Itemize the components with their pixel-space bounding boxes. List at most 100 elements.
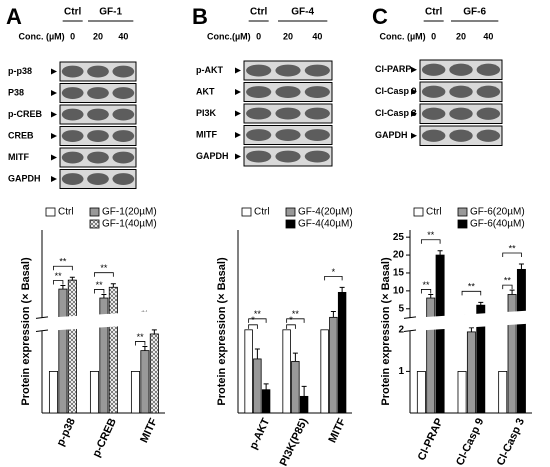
sig-bracket xyxy=(248,324,258,329)
legend-swatch xyxy=(285,219,296,229)
blot-band xyxy=(87,87,109,99)
legend-swatch xyxy=(285,207,296,217)
legend-swatch xyxy=(89,219,100,229)
row-arrow xyxy=(411,88,417,95)
row-label: P38 xyxy=(8,87,24,97)
error-bar xyxy=(509,289,515,295)
panel-letter: A xyxy=(6,4,22,29)
row-label: MITF xyxy=(8,152,29,162)
blot-band xyxy=(304,129,330,141)
row-label: MITF xyxy=(196,129,217,139)
blot-band xyxy=(304,150,330,163)
sig-label: * xyxy=(332,267,336,277)
lane-label: 20 xyxy=(283,31,293,41)
axis-break-mark xyxy=(35,329,49,332)
sig-bracket xyxy=(286,324,296,329)
row-label: GAPDH xyxy=(375,130,408,140)
blot-band xyxy=(476,63,501,76)
blot-band xyxy=(112,173,135,185)
row-arrow xyxy=(235,67,241,74)
lane-label: 20 xyxy=(456,31,466,41)
y-tick-label: 5 xyxy=(398,303,404,314)
axis-break xyxy=(404,310,532,332)
blot-band xyxy=(87,173,109,185)
blot-band xyxy=(275,129,301,141)
row-label: AKT xyxy=(196,86,215,96)
legend-swatch xyxy=(457,219,468,229)
blot-band xyxy=(421,129,446,142)
group-label: GF-1 xyxy=(99,7,122,18)
legend-swatch xyxy=(89,207,100,217)
blot-band xyxy=(304,86,330,98)
conc-label: Conc. (µM) xyxy=(18,31,64,41)
blot-band xyxy=(112,65,135,78)
blot-band xyxy=(275,150,301,163)
conc-label: Conc.(µM) xyxy=(207,31,251,41)
legend-swatch xyxy=(457,207,468,217)
bar xyxy=(320,329,329,414)
blot-band xyxy=(246,64,272,77)
blot-band xyxy=(87,151,109,164)
bar xyxy=(149,333,159,414)
blot-band xyxy=(61,108,84,121)
error-bar xyxy=(330,311,336,318)
sig-label: ** xyxy=(509,243,517,253)
bar xyxy=(498,371,508,414)
error-bar xyxy=(518,263,524,270)
bar xyxy=(253,358,262,414)
row-arrow xyxy=(51,176,57,182)
blot-band xyxy=(421,63,446,76)
bar xyxy=(67,279,77,414)
lane-label: 40 xyxy=(118,31,128,41)
bar xyxy=(140,350,150,414)
panel-letter: B xyxy=(192,4,208,29)
row-label: PI3K xyxy=(196,108,217,118)
sig-label: ** xyxy=(59,257,67,267)
blot-band xyxy=(61,87,84,99)
blot-band xyxy=(112,151,135,164)
legend-label: GF-6(20µM) xyxy=(470,207,525,218)
sig-label: ** xyxy=(55,271,63,281)
y-tick-label: 10 xyxy=(393,286,405,297)
lane-label: 40 xyxy=(483,31,493,41)
group-label: Ctrl xyxy=(64,7,81,18)
blot-band xyxy=(246,129,272,141)
bar xyxy=(457,371,467,414)
row-label: Cl-Casp 9 xyxy=(375,86,417,96)
axis-break xyxy=(36,310,165,332)
error-bar xyxy=(60,284,66,290)
sig-bracket xyxy=(53,265,73,271)
error-bar xyxy=(428,293,434,299)
row-label: p-p38 xyxy=(8,66,32,76)
y-tick-label: 1 xyxy=(398,366,404,377)
blot-band xyxy=(449,129,473,142)
lane-label: 20 xyxy=(93,31,103,41)
bar xyxy=(130,371,140,414)
error-bar xyxy=(110,283,116,288)
error-bar xyxy=(263,383,269,390)
x-tick-label: Cl-Casp 3 xyxy=(495,416,527,467)
bar xyxy=(261,389,271,414)
sig-label: ** xyxy=(96,280,104,290)
row-arrow xyxy=(411,132,417,139)
blot-band xyxy=(87,65,109,78)
blot-band xyxy=(246,107,272,120)
axis-break-mark xyxy=(403,329,417,332)
row-arrow xyxy=(51,133,57,139)
sig-bracket xyxy=(248,318,267,323)
y-axis-label: Protein expression (× Basal) xyxy=(380,257,392,406)
row-arrow xyxy=(235,132,241,138)
x-tick-label: p-p38 xyxy=(55,416,78,448)
legend-swatch xyxy=(45,207,56,217)
sig-label: ** xyxy=(468,282,476,292)
bar xyxy=(516,268,526,414)
error-bar xyxy=(151,329,157,334)
blot-band xyxy=(87,130,109,142)
blot-band xyxy=(61,151,84,164)
blot-band xyxy=(449,63,473,76)
x-tick-label: MITF xyxy=(327,416,349,445)
error-bar xyxy=(142,345,148,351)
blot-band xyxy=(304,64,330,77)
row-label: Cl-PARP xyxy=(375,64,411,74)
x-tick-label: MITF xyxy=(138,416,160,445)
